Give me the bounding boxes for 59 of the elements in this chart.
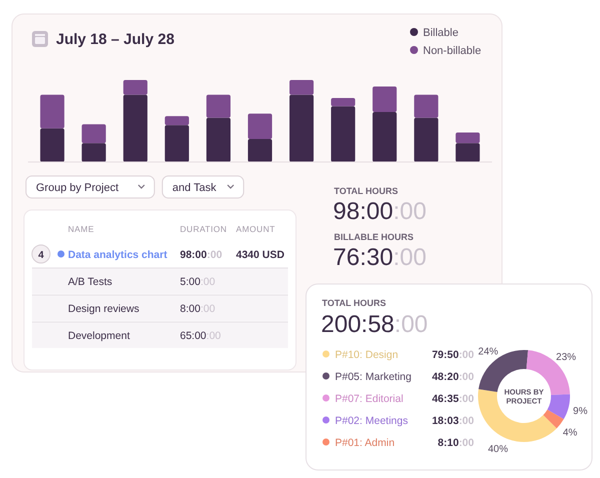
text: Group by Project [36,182,119,194]
data-label: 23% [556,352,576,364]
data-label: 40% [488,444,508,455]
text: 8:10:00 [438,437,474,449]
bar [123,94,148,162]
text: TOTAL HOURS [322,298,386,308]
bar [248,114,272,140]
text: AMOUNT [236,224,276,234]
text: DURATION [180,224,227,234]
legend-label: Non-billable [423,45,482,57]
bar [372,112,397,162]
text: 79:50:00 [432,349,474,361]
legend-label: P#10: Design [335,349,398,361]
bar [414,118,438,162]
legend-label: P#07: Editorial [335,393,404,405]
text: 46:35:00 [432,393,474,405]
donut-slice [543,410,564,428]
bar [164,116,189,126]
bar [40,94,64,128]
bar [164,125,189,162]
text: 98:00:00 [180,249,222,261]
data-label: 24% [478,346,498,358]
bar [206,118,231,162]
legend-label: P#02: Meetings [335,415,408,427]
data-label: 4% [562,427,578,438]
text: 18:03:00 [432,415,474,427]
bar [289,94,314,162]
donut-slice [547,394,570,420]
bar [331,106,356,162]
text: 4340 USD [236,249,285,261]
text: 48:20:00 [432,371,474,383]
text: A/B Tests [68,276,112,288]
text: NAME [68,224,94,234]
text: 200:58:00 [321,311,428,338]
bar [331,98,356,106]
bar [206,94,231,118]
bar [456,132,480,144]
text: Data analytics chart [68,249,168,261]
bar [123,80,148,95]
text: BILLABLE HOURS [334,232,414,242]
bar [372,86,397,112]
donut-slice [478,389,557,442]
bar [248,139,272,162]
text: Development [68,330,130,342]
bar [82,143,106,162]
legend-label: P#01: Admin [335,437,395,449]
text: Design reviews [68,303,140,315]
text: and Task [172,182,217,194]
legend-label: Billable [423,27,458,39]
chart-title: July 18 – July 28 [56,31,174,48]
text: 4 [38,250,44,261]
data-label: 9% [573,406,588,418]
bar [82,124,106,144]
bar [414,94,438,118]
bar [456,143,480,162]
legend-label: P#05: Marketing [335,371,412,383]
bar [40,128,64,162]
bar [289,80,314,95]
text: TOTAL HOURS [334,186,398,196]
